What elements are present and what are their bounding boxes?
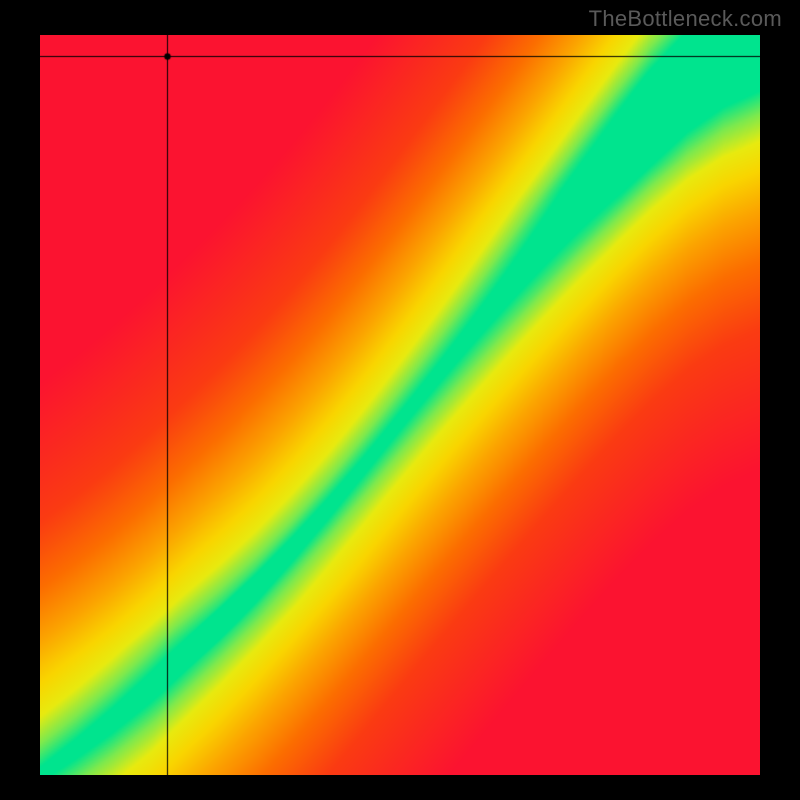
watermark-text: TheBottleneck.com [589,6,782,32]
heatmap-canvas [40,35,760,775]
bottleneck-heatmap [40,35,760,775]
